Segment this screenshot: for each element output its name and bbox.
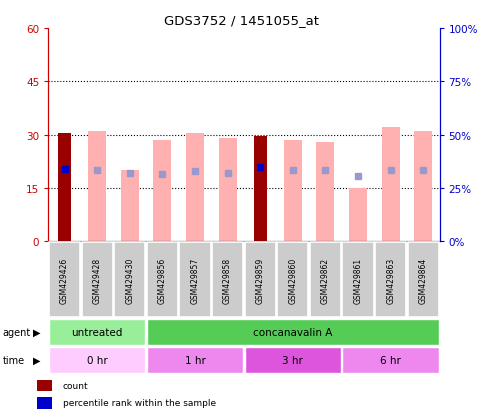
Text: GSM429428: GSM429428	[93, 257, 102, 303]
Text: GSM429858: GSM429858	[223, 257, 232, 303]
Bar	[349, 188, 367, 242]
Bar	[277, 242, 309, 317]
Bar	[147, 242, 178, 317]
Bar	[82, 242, 113, 317]
Text: 3 hr: 3 hr	[283, 355, 303, 365]
Text: GSM429430: GSM429430	[125, 256, 134, 303]
Text: concanavalin A: concanavalin A	[253, 327, 332, 337]
Bar	[408, 242, 439, 317]
Bar	[219, 139, 237, 242]
Text: untreated: untreated	[71, 327, 123, 337]
Bar	[186, 133, 204, 242]
Bar	[316, 142, 334, 242]
Text: time: time	[2, 355, 25, 365]
Bar	[49, 319, 145, 345]
Bar	[38, 397, 52, 409]
Bar	[58, 133, 71, 242]
Bar	[244, 347, 341, 373]
Bar	[114, 242, 145, 317]
Bar	[254, 137, 267, 242]
Bar	[147, 319, 439, 345]
Text: GSM429861: GSM429861	[354, 257, 363, 303]
Text: 0 hr: 0 hr	[87, 355, 108, 365]
Text: count: count	[63, 381, 88, 390]
Text: GDS3752 / 1451055_at: GDS3752 / 1451055_at	[164, 14, 319, 27]
Text: 6 hr: 6 hr	[380, 355, 401, 365]
Text: percentile rank within the sample: percentile rank within the sample	[63, 398, 216, 407]
Bar	[38, 380, 52, 392]
Text: 1 hr: 1 hr	[185, 355, 205, 365]
Text: GSM429860: GSM429860	[288, 257, 298, 303]
Text: GSM429863: GSM429863	[386, 257, 395, 303]
Text: GSM429856: GSM429856	[158, 257, 167, 303]
Text: ▶: ▶	[33, 327, 41, 337]
Bar	[342, 242, 374, 317]
Bar	[414, 132, 432, 242]
Bar	[147, 347, 243, 373]
Bar	[310, 242, 341, 317]
Text: agent: agent	[2, 327, 30, 337]
Text: GSM429862: GSM429862	[321, 257, 330, 303]
Bar	[121, 171, 139, 242]
Bar	[375, 242, 406, 317]
Bar	[179, 242, 211, 317]
Bar	[88, 132, 106, 242]
Bar	[49, 347, 145, 373]
Text: GSM429859: GSM429859	[256, 257, 265, 303]
Bar	[212, 242, 243, 317]
Bar	[342, 347, 439, 373]
Text: GSM429857: GSM429857	[190, 257, 199, 303]
Text: GSM429426: GSM429426	[60, 257, 69, 303]
Text: ▶: ▶	[33, 355, 41, 365]
Bar	[382, 128, 399, 242]
Bar	[154, 140, 171, 242]
Bar	[284, 140, 302, 242]
Bar	[244, 242, 276, 317]
Bar	[49, 242, 80, 317]
Text: GSM429864: GSM429864	[419, 257, 428, 303]
